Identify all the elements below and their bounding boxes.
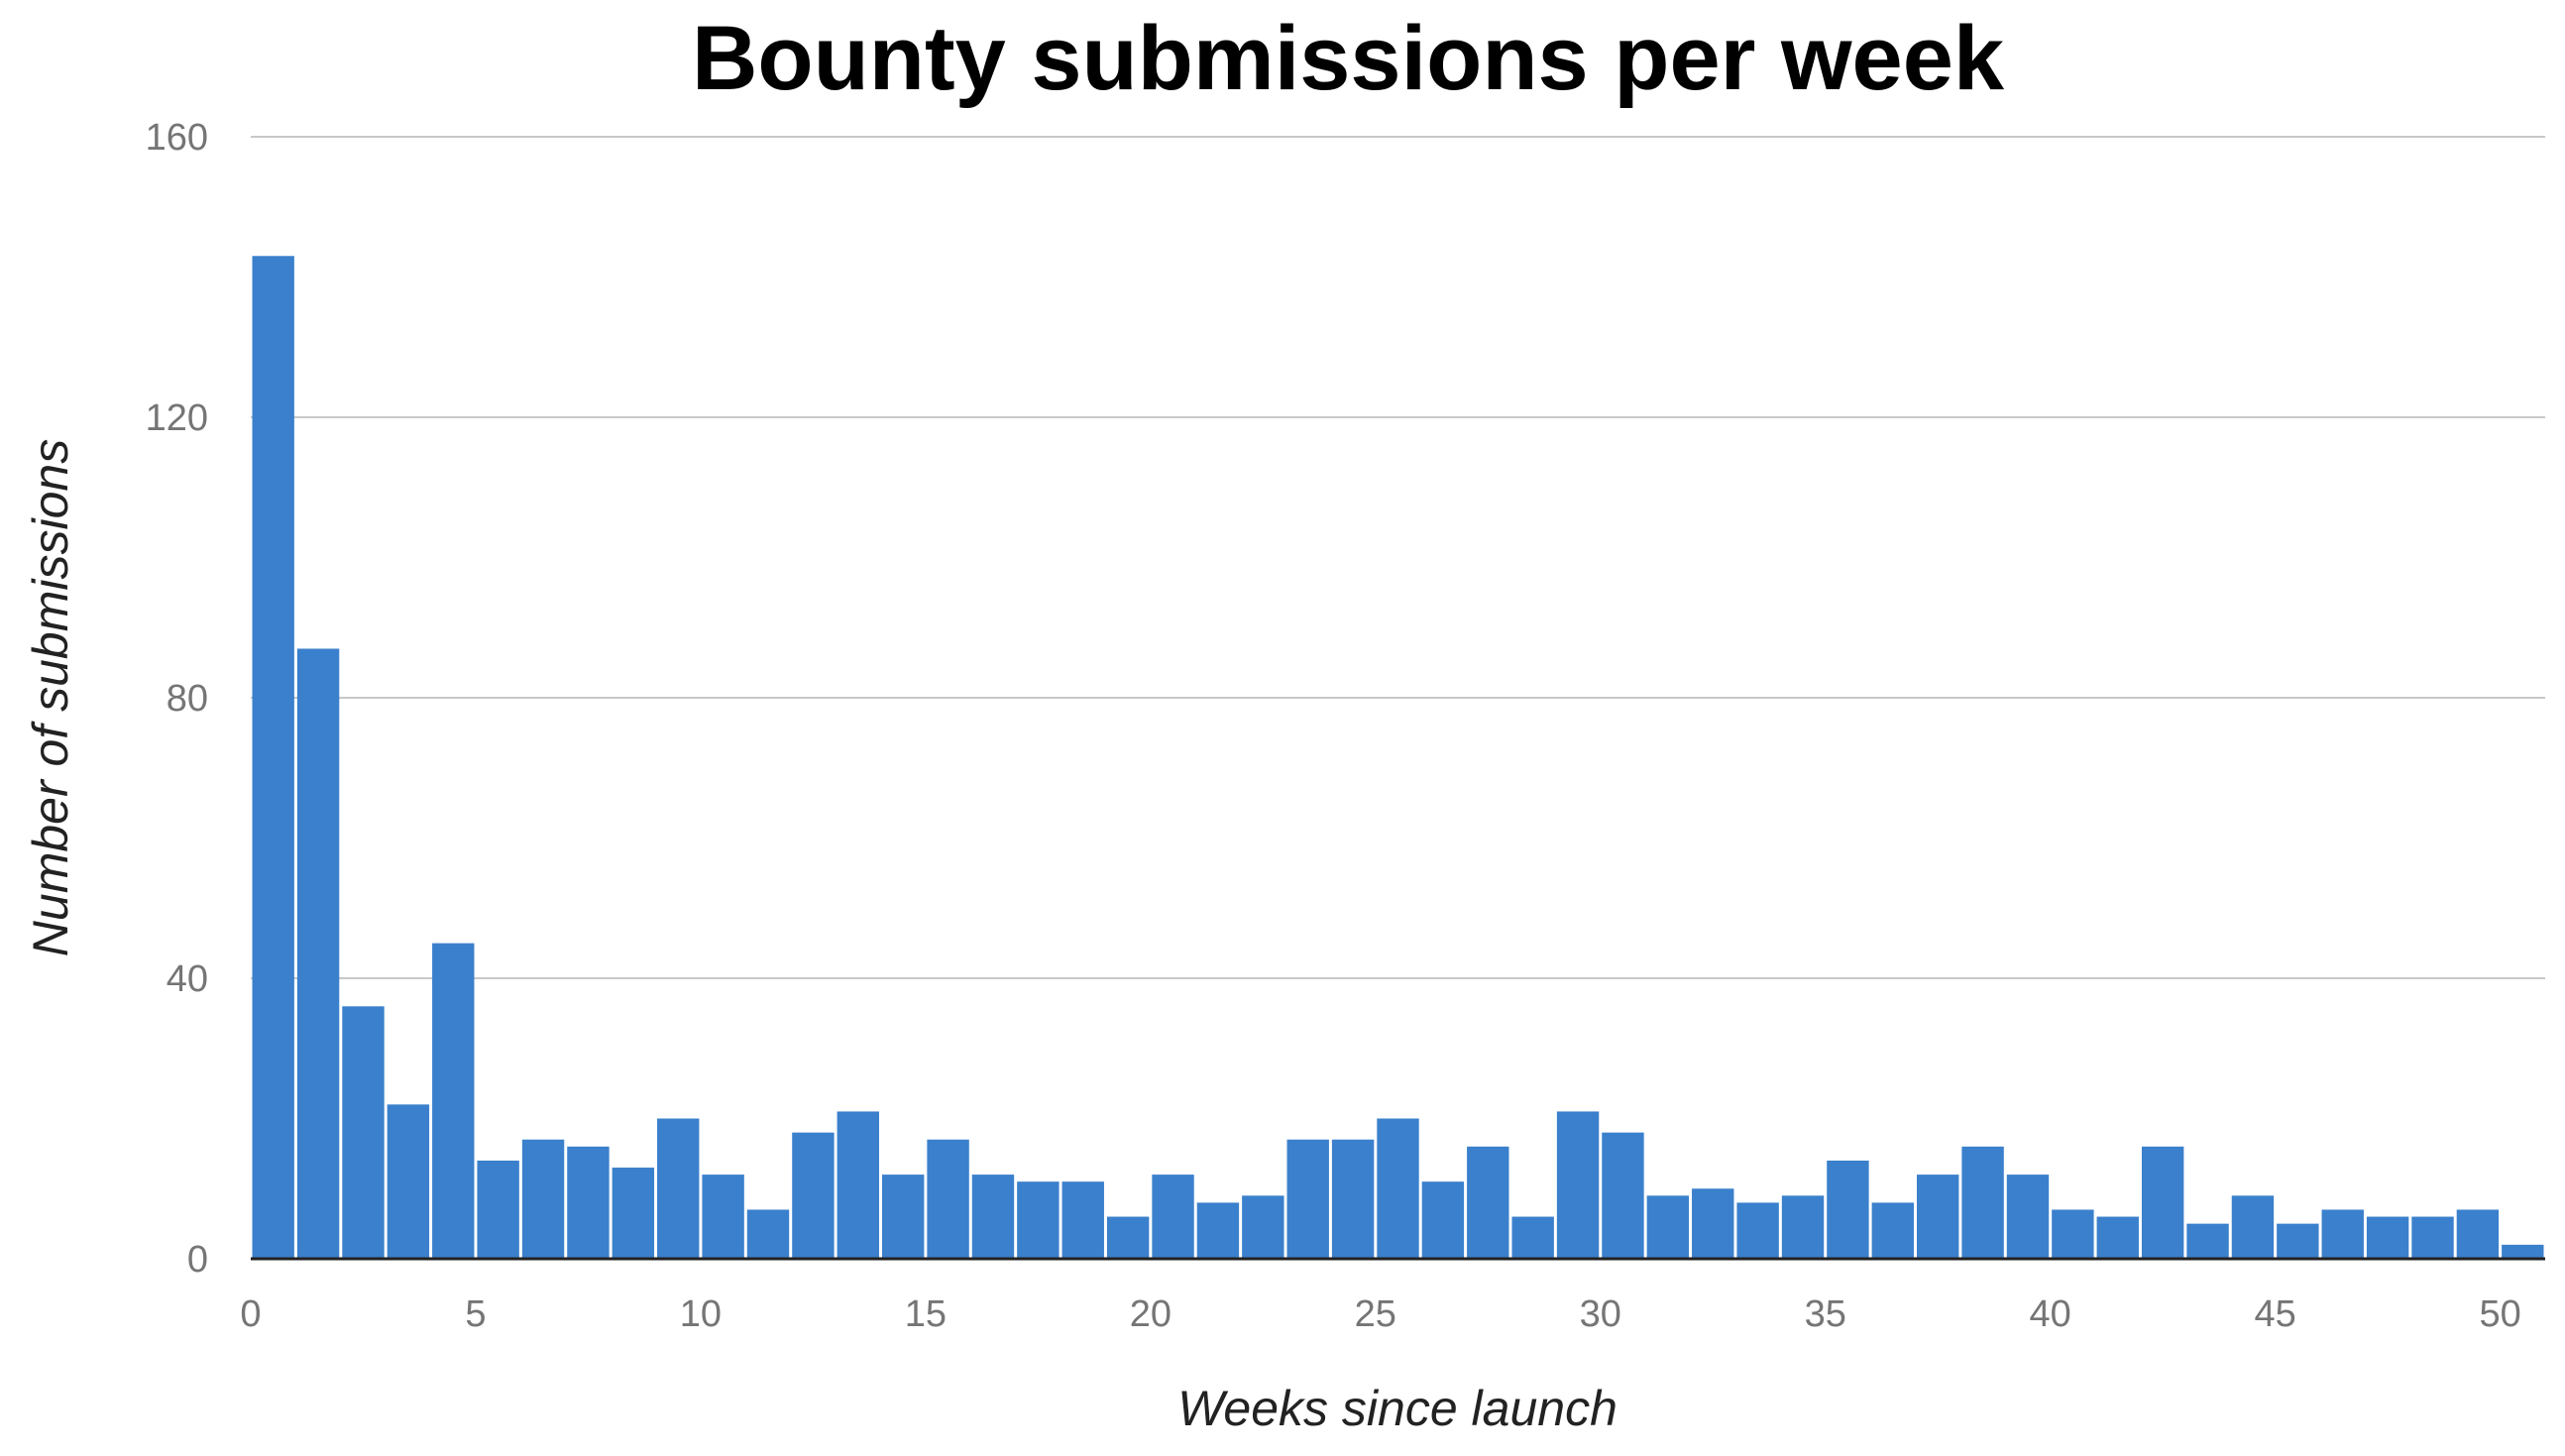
- x-tick-label: 10: [680, 1293, 722, 1335]
- chart-title: Bounty submissions per week: [692, 8, 2005, 109]
- bar: [1017, 1181, 1059, 1259]
- bar: [521, 1139, 565, 1259]
- bar: [927, 1139, 969, 1259]
- bar: [1781, 1195, 1825, 1259]
- bar: [2321, 1209, 2364, 1259]
- bar: [702, 1175, 744, 1259]
- bar: [1286, 1139, 1329, 1259]
- bar: [1917, 1175, 1959, 1259]
- y-tick-label: 40: [167, 958, 208, 1000]
- tick-labels: 0 40 80 120 160 0 5 10 15 20 25 30 35 40 45 50: [146, 117, 2521, 1335]
- bar: [1196, 1202, 1240, 1259]
- bar: [1152, 1175, 1194, 1259]
- bar: [2231, 1195, 2275, 1259]
- bar: [1331, 1139, 1375, 1259]
- bar: [2411, 1216, 2454, 1259]
- y-tick-label: 120: [146, 397, 208, 439]
- bar: [1692, 1188, 1734, 1259]
- bar: [1421, 1181, 1465, 1259]
- bar: [342, 1006, 385, 1259]
- bar: [2366, 1216, 2409, 1259]
- bar: [1511, 1216, 1554, 1259]
- bar: [746, 1209, 790, 1259]
- bar: [881, 1175, 925, 1259]
- x-tick-label: 20: [1130, 1293, 1171, 1335]
- bar: [1106, 1216, 1150, 1259]
- y-tick-label: 0: [187, 1239, 208, 1281]
- x-tick-label: 15: [905, 1293, 947, 1335]
- bar: [2277, 1223, 2319, 1259]
- x-tick-label: 5: [465, 1293, 486, 1335]
- x-tick-label: 40: [2030, 1293, 2071, 1335]
- bar: [1827, 1160, 1869, 1259]
- bar: [296, 648, 340, 1259]
- bar: [1646, 1195, 1690, 1259]
- bar: [252, 256, 294, 1259]
- bar: [432, 943, 475, 1259]
- bar: [2502, 1244, 2544, 1259]
- bar: [971, 1175, 1015, 1259]
- bar: [836, 1111, 879, 1259]
- bar: [2006, 1175, 2050, 1259]
- bar: [1061, 1181, 1104, 1259]
- bar: [2141, 1146, 2184, 1259]
- bar: [2186, 1223, 2229, 1259]
- bar: [1871, 1202, 1915, 1259]
- x-tick-label: 35: [1805, 1293, 1846, 1335]
- bar: [477, 1160, 519, 1259]
- bar: [2096, 1216, 2139, 1259]
- x-tick-label: 30: [1580, 1293, 1621, 1335]
- x-tick-label: 0: [240, 1293, 261, 1335]
- bar: [567, 1146, 610, 1259]
- bar: [2456, 1209, 2500, 1259]
- bar: [1467, 1146, 1509, 1259]
- x-tick-label: 25: [1355, 1293, 1396, 1335]
- bar: [792, 1132, 835, 1259]
- bar: [657, 1118, 700, 1259]
- y-tick-label: 160: [146, 117, 208, 159]
- x-tick-label: 45: [2255, 1293, 2296, 1335]
- y-axis-label: Number of submissions: [23, 439, 78, 956]
- bar: [612, 1168, 655, 1259]
- y-tick-label: 80: [167, 678, 208, 720]
- bar: [387, 1104, 430, 1259]
- bar: [1602, 1132, 1644, 1259]
- bars: [252, 256, 2544, 1259]
- x-axis-label: Weeks since launch: [1177, 1381, 1617, 1436]
- bar: [1556, 1111, 1600, 1259]
- bar: [1961, 1146, 2004, 1259]
- grid-lines: [251, 136, 2545, 979]
- bar: [1242, 1195, 1284, 1259]
- x-tick-label: 50: [2479, 1293, 2520, 1335]
- bar: [2052, 1209, 2094, 1259]
- bar: [1736, 1202, 1779, 1259]
- bar: [1377, 1118, 1419, 1259]
